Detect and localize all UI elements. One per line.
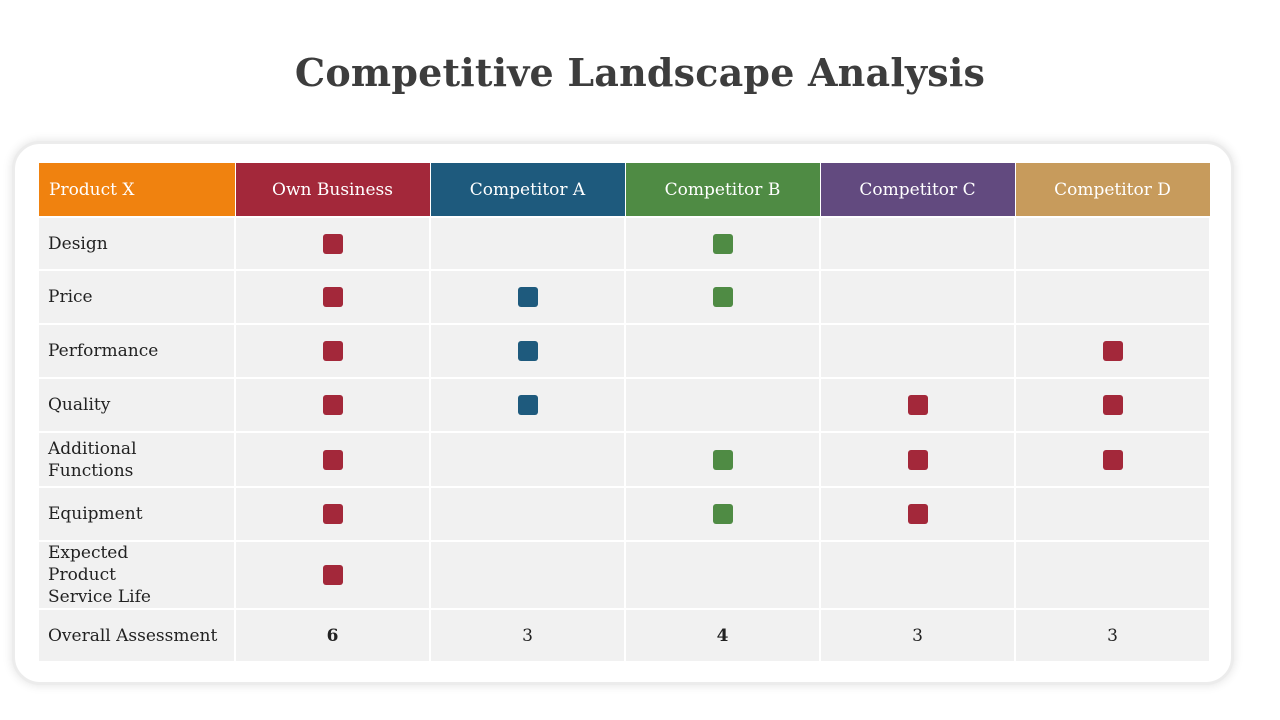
rating-mark-red [322, 395, 343, 416]
rating-mark-red [322, 504, 343, 525]
row-label: Price [39, 269, 236, 324]
assessment-score: 3 [1015, 608, 1211, 661]
rating-mark-red [907, 395, 928, 416]
assessment-score: 4 [625, 608, 821, 661]
header-competitor-c: Competitor C [820, 163, 1016, 217]
rating-mark-blue [517, 395, 538, 416]
rating-mark-green [712, 504, 733, 525]
rating-mark-red [322, 565, 343, 586]
header-row: Product X Own Business Competitor A Comp… [39, 163, 1211, 217]
table-cell [430, 323, 626, 378]
table-cell [820, 269, 1016, 324]
table-cell [1015, 269, 1211, 324]
table-cell [1015, 323, 1211, 378]
table-cell [430, 540, 626, 609]
table-row: Performance [39, 323, 1211, 378]
rating-mark-red [1102, 395, 1123, 416]
table-cell [820, 540, 1016, 609]
rating-mark-red [907, 504, 928, 525]
table-cell [1015, 431, 1211, 487]
table-cell [430, 377, 626, 432]
row-label: Equipment [39, 486, 236, 541]
table-cell [430, 431, 626, 487]
rating-mark-blue [517, 341, 538, 362]
rating-mark-green [712, 233, 733, 254]
table-cell [625, 377, 821, 432]
row-label: Additional Functions [39, 431, 236, 487]
rating-mark-green [712, 287, 733, 308]
table-cell [625, 269, 821, 324]
rating-mark-red [322, 233, 343, 254]
table-cell [625, 540, 821, 609]
table-row: Equipment [39, 486, 1211, 541]
rating-mark-green [712, 449, 733, 470]
header-competitor-d: Competitor D [1015, 163, 1211, 217]
table-cell [235, 323, 431, 378]
table-cell [235, 431, 431, 487]
rating-mark-red [1102, 341, 1123, 362]
table-cell [625, 486, 821, 541]
table-row: Price [39, 269, 1211, 324]
assessment-label: Overall Assessment [39, 608, 236, 661]
rating-mark-red [322, 287, 343, 308]
table-cell [1015, 377, 1211, 432]
assessment-row: Overall Assessment 6 3 4 3 3 [39, 608, 1211, 661]
assessment-score: 6 [235, 608, 431, 661]
row-label: Performance [39, 323, 236, 378]
table-cell [1015, 540, 1211, 609]
page-title: Competitive Landscape Analysis [294, 50, 986, 95]
rating-mark-red [907, 449, 928, 470]
rating-mark-red [1102, 449, 1123, 470]
row-label: Quality [39, 377, 236, 432]
table-row: Quality [39, 377, 1211, 432]
table-cell [235, 269, 431, 324]
table-cell [430, 269, 626, 324]
table-cell [625, 431, 821, 487]
header-own-business: Own Business [235, 163, 431, 217]
table-cell [235, 540, 431, 609]
assessment-score: 3 [820, 608, 1016, 661]
comparison-table: Product X Own Business Competitor A Comp… [39, 163, 1211, 661]
table-cell [820, 486, 1016, 541]
table-cell [820, 377, 1016, 432]
table-cell [1015, 486, 1211, 541]
table-cell [235, 377, 431, 432]
table-row: Expected Product Service Life [39, 540, 1211, 609]
rating-mark-red [322, 341, 343, 362]
header-competitor-a: Competitor A [430, 163, 626, 217]
table-cell [625, 216, 821, 270]
assessment-score: 3 [430, 608, 626, 661]
row-label: Design [39, 216, 236, 270]
table-cell [820, 431, 1016, 487]
table-cell [430, 486, 626, 541]
rating-mark-red [322, 449, 343, 470]
table-cell [430, 216, 626, 270]
header-product: Product X [39, 163, 236, 217]
table-cell [235, 216, 431, 270]
row-label: Expected Product Service Life [39, 540, 236, 609]
table-cell [820, 323, 1016, 378]
table-cell [820, 216, 1016, 270]
header-competitor-b: Competitor B [625, 163, 821, 217]
table-row: Additional Functions [39, 431, 1211, 487]
table-cell [625, 323, 821, 378]
rating-mark-blue [517, 287, 538, 308]
table-cell [1015, 216, 1211, 270]
table-row: Design [39, 216, 1211, 270]
table-cell [235, 486, 431, 541]
